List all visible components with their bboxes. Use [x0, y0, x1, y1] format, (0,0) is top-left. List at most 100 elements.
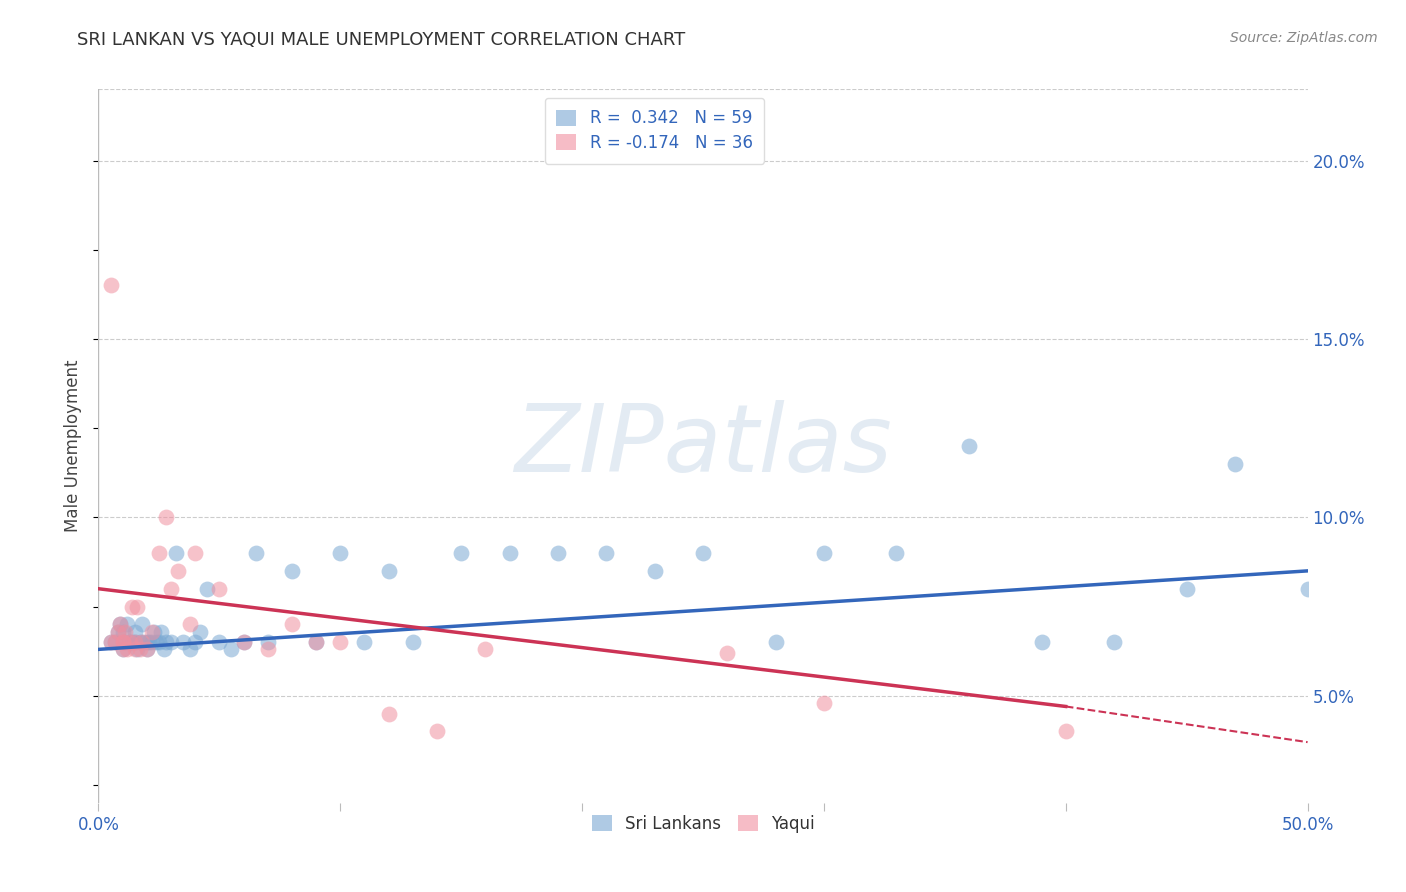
- Point: [208, 635, 231, 649]
- Point: [692, 546, 714, 560]
- Point: [117, 642, 139, 657]
- Point: [118, 635, 141, 649]
- Point: [498, 546, 520, 560]
- Point: [245, 546, 267, 560]
- Point: [474, 642, 496, 657]
- Point: [957, 439, 980, 453]
- Point: [426, 724, 449, 739]
- Point: [329, 546, 352, 560]
- Point: [179, 642, 201, 657]
- Point: [179, 617, 201, 632]
- Point: [100, 635, 122, 649]
- Point: [305, 635, 328, 649]
- Text: SRI LANKAN VS YAQUI MALE UNEMPLOYMENT CORRELATION CHART: SRI LANKAN VS YAQUI MALE UNEMPLOYMENT CO…: [77, 31, 686, 49]
- Point: [111, 642, 134, 657]
- Text: Source: ZipAtlas.com: Source: ZipAtlas.com: [1230, 31, 1378, 45]
- Point: [167, 564, 190, 578]
- Point: [107, 624, 129, 639]
- Point: [160, 635, 183, 649]
- Point: [644, 564, 666, 578]
- Point: [114, 624, 136, 639]
- Point: [148, 635, 170, 649]
- Point: [124, 642, 146, 657]
- Point: [152, 642, 174, 657]
- Point: [256, 642, 278, 657]
- Point: [172, 635, 194, 649]
- Point: [117, 617, 139, 632]
- Point: [765, 635, 787, 649]
- Point: [108, 617, 131, 632]
- Point: [128, 635, 150, 649]
- Point: [256, 635, 278, 649]
- Point: [111, 624, 134, 639]
- Point: [886, 546, 908, 560]
- Point: [716, 646, 738, 660]
- Point: [108, 617, 131, 632]
- Point: [141, 624, 163, 639]
- Point: [377, 706, 399, 721]
- Point: [221, 642, 243, 657]
- Point: [208, 582, 231, 596]
- Point: [450, 546, 472, 560]
- Point: [155, 510, 177, 524]
- Point: [353, 635, 375, 649]
- Point: [232, 635, 254, 649]
- Point: [195, 582, 218, 596]
- Point: [813, 696, 835, 710]
- Y-axis label: Male Unemployment: Male Unemployment: [65, 359, 83, 533]
- Point: [127, 642, 149, 657]
- Text: ZIPatlas: ZIPatlas: [515, 401, 891, 491]
- Point: [281, 564, 304, 578]
- Point: [121, 635, 143, 649]
- Point: [1223, 457, 1246, 471]
- Point: [124, 635, 146, 649]
- Point: [111, 635, 134, 649]
- Point: [813, 546, 835, 560]
- Point: [107, 624, 129, 639]
- Point: [150, 624, 173, 639]
- Point: [155, 635, 177, 649]
- Point: [111, 635, 134, 649]
- Point: [148, 546, 170, 560]
- Point: [402, 635, 425, 649]
- Point: [121, 599, 143, 614]
- Point: [124, 635, 146, 649]
- Point: [111, 642, 134, 657]
- Point: [124, 624, 146, 639]
- Point: [135, 642, 157, 657]
- Point: [138, 635, 160, 649]
- Point: [143, 624, 166, 639]
- Point: [160, 582, 183, 596]
- Point: [100, 278, 122, 293]
- Point: [127, 599, 149, 614]
- Point: [188, 624, 211, 639]
- Point: [595, 546, 617, 560]
- Point: [104, 635, 127, 649]
- Point: [1031, 635, 1053, 649]
- Point: [1296, 582, 1319, 596]
- Point: [131, 635, 153, 649]
- Point: [131, 617, 153, 632]
- Point: [134, 635, 156, 649]
- Point: [118, 635, 141, 649]
- Point: [184, 635, 207, 649]
- Point: [165, 546, 187, 560]
- Point: [547, 546, 569, 560]
- Point: [141, 635, 163, 649]
- Point: [305, 635, 328, 649]
- Point: [281, 617, 304, 632]
- Point: [145, 635, 167, 649]
- Point: [232, 635, 254, 649]
- Point: [184, 546, 207, 560]
- Legend: Sri Lankans, Yaqui: Sri Lankans, Yaqui: [579, 803, 827, 845]
- Point: [135, 635, 157, 649]
- Point: [128, 642, 150, 657]
- Point: [329, 635, 352, 649]
- Point: [1102, 635, 1125, 649]
- Point: [1054, 724, 1077, 739]
- Point: [104, 635, 127, 649]
- Point: [114, 635, 136, 649]
- Point: [1175, 582, 1198, 596]
- Point: [100, 635, 122, 649]
- Point: [377, 564, 399, 578]
